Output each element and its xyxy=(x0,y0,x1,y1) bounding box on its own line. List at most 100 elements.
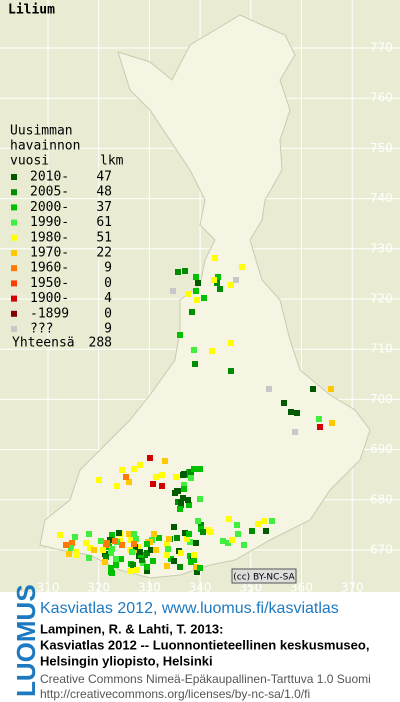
observation-square xyxy=(112,538,118,544)
observation-square xyxy=(193,540,199,546)
legend-swatch xyxy=(11,265,17,272)
legend-label: 1970- xyxy=(30,246,69,261)
observation-square xyxy=(178,500,184,506)
observation-square xyxy=(159,483,165,489)
observation-square xyxy=(316,416,322,422)
observation-square xyxy=(164,552,170,558)
observation-square xyxy=(171,524,177,530)
y-tick-label: 670 xyxy=(370,543,393,557)
legend-label: 1990- xyxy=(30,215,69,230)
x-tick-label: 320 xyxy=(87,581,110,595)
y-tick-label: 770 xyxy=(370,41,393,55)
observation-square xyxy=(228,340,234,346)
observation-square xyxy=(193,274,199,280)
y-tick-label: 750 xyxy=(370,141,393,155)
observation-square xyxy=(177,332,183,338)
observation-square xyxy=(191,552,197,558)
observation-square xyxy=(170,288,176,294)
observation-square xyxy=(126,479,132,485)
legend-heading: vuosi xyxy=(10,154,49,169)
observation-square xyxy=(188,475,194,481)
legend-count: 22 xyxy=(96,246,112,261)
observation-square xyxy=(182,268,188,274)
legend-swatch xyxy=(11,295,17,302)
observation-square xyxy=(109,546,115,552)
observation-square xyxy=(165,546,171,552)
observation-square xyxy=(171,558,177,564)
observation-square xyxy=(200,529,206,535)
observation-square xyxy=(102,559,108,565)
observation-square xyxy=(195,280,201,286)
observation-square xyxy=(123,474,129,480)
legend-count: 48 xyxy=(96,185,112,200)
legend-label: 1900- xyxy=(30,291,69,306)
observation-square xyxy=(193,564,199,570)
observation-square xyxy=(185,291,191,297)
observation-square xyxy=(220,538,226,544)
legend-heading: Uusimman xyxy=(10,124,73,139)
legend-count: 61 xyxy=(96,215,112,230)
legend-count: 37 xyxy=(96,200,112,215)
x-tick-label: 370 xyxy=(341,581,364,595)
observation-square xyxy=(310,386,316,392)
footer-link[interactable]: Kasviatlas 2012, www.luomus.fi/kasviatla… xyxy=(40,600,339,617)
observation-square xyxy=(189,309,195,315)
observation-square xyxy=(131,531,137,537)
observation-square xyxy=(201,295,207,301)
observation-square xyxy=(255,521,261,527)
observation-square xyxy=(181,482,187,488)
observation-square xyxy=(73,549,79,555)
observation-square xyxy=(226,516,232,522)
legend-label: ??? xyxy=(30,322,53,337)
legend-label: 2000- xyxy=(30,200,69,215)
observation-square xyxy=(235,531,241,537)
observation-square xyxy=(103,554,109,560)
legend-swatch xyxy=(11,234,17,241)
legend-heading: havainnon xyxy=(10,139,80,154)
observation-square xyxy=(181,486,187,492)
observation-square xyxy=(108,565,114,571)
x-tick-label: 330 xyxy=(138,581,161,595)
observation-square xyxy=(137,462,143,468)
observation-square xyxy=(188,559,194,565)
observation-square xyxy=(215,274,221,280)
observation-square xyxy=(109,532,115,538)
observation-square xyxy=(91,547,97,553)
observation-square xyxy=(193,288,199,294)
license-line[interactable]: http://creativecommons.org/licenses/by-n… xyxy=(40,687,310,701)
observation-square xyxy=(184,536,190,542)
observation-square xyxy=(147,455,153,461)
x-tick-label: 360 xyxy=(290,581,313,595)
y-tick-label: 740 xyxy=(370,191,393,205)
x-tick-label: 340 xyxy=(189,581,212,595)
observation-square xyxy=(281,400,287,406)
observation-square xyxy=(329,420,335,426)
legend-label: 1960- xyxy=(30,261,69,276)
legend-label: 2005- xyxy=(30,185,69,200)
observation-square xyxy=(174,535,180,541)
observation-square xyxy=(98,538,104,544)
legend-count: 0 xyxy=(104,276,112,291)
observation-square xyxy=(137,549,143,555)
y-tick-label: 760 xyxy=(370,91,393,105)
observation-square xyxy=(217,286,223,292)
legend-swatch xyxy=(11,174,17,180)
observation-square xyxy=(233,277,239,283)
observation-square xyxy=(164,563,170,569)
x-tick-label: 350 xyxy=(239,581,262,595)
observation-square xyxy=(292,429,298,435)
observation-square xyxy=(166,536,172,542)
observation-square xyxy=(66,551,72,557)
observation-square xyxy=(205,527,211,533)
observation-square xyxy=(139,557,145,563)
observation-square xyxy=(148,547,154,553)
observation-square xyxy=(191,466,197,472)
legend-swatch xyxy=(11,280,17,287)
observation-square xyxy=(87,545,93,551)
observation-square xyxy=(134,567,140,573)
license-badge-text: (cc) BY-NC-SA xyxy=(233,573,295,583)
observation-square xyxy=(328,386,334,392)
